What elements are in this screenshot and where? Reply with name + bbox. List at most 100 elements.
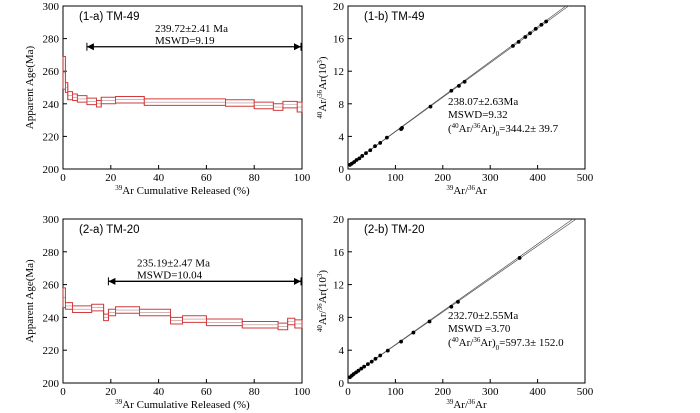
data-point [399, 339, 403, 344]
x-tick-label: 500 [577, 172, 594, 184]
y-tick-label: 8 [339, 312, 345, 324]
plot-frame [347, 218, 586, 384]
y-axis-label: Apparent Age(Ma) [24, 45, 36, 129]
data-point [400, 125, 404, 130]
y-tick-label: 4 [339, 345, 345, 357]
initial-ratio: (40Ar/36Ar)0=597.3± 152.0 [448, 336, 564, 352]
data-point [456, 299, 460, 304]
sample-name: TM-20 [103, 224, 139, 236]
isochron-line-upper [347, 218, 574, 379]
y-tick-label: 200 [43, 378, 60, 390]
y-tick-label: 20 [333, 214, 345, 226]
plateau-arrowhead-left [86, 43, 94, 51]
x-axis-label: 39Ar/36Ar [446, 184, 487, 197]
data-point [516, 39, 521, 44]
x-tick-label: 0 [345, 386, 351, 398]
data-point [457, 83, 461, 88]
data-point [385, 348, 390, 353]
x-axis-label: 39Ar Cumulative Released (%) [115, 398, 250, 411]
panel-label: (2-b) [364, 224, 388, 236]
y-tick-label: 16 [333, 34, 345, 46]
x-tick-label: 500 [577, 386, 594, 398]
data-point [364, 151, 368, 156]
panel-title: (1-b) TM-49 [364, 11, 425, 23]
data-point [362, 364, 367, 369]
data-point [533, 26, 538, 31]
data-point [428, 104, 433, 109]
y-tick-label: 220 [43, 345, 60, 357]
x-tick-label: 300 [482, 172, 499, 184]
y-tick-label: 300 [43, 1, 60, 13]
x-tick-label: 400 [529, 172, 546, 184]
age-step-lower-bound [63, 88, 302, 113]
y-tick-label: 260 [43, 66, 60, 78]
y-axis-label: 40Ar/36Ar(103) [316, 56, 329, 118]
plateau-age: 235.19±2.47 Ma [137, 257, 210, 269]
y-tick-label: 220 [43, 131, 60, 143]
data-point [384, 135, 389, 140]
y-tick-label: 0 [339, 378, 345, 390]
isochron-age: 232.70±2.55Ma [448, 310, 518, 322]
x-axis-label: 39Ar/36Ar [446, 398, 487, 411]
y-tick-label: 300 [43, 214, 60, 226]
x-tick-label: 200 [435, 386, 452, 398]
x-tick-label: 60 [201, 172, 213, 184]
plateau-mswd: MSWD=9.19 [155, 35, 215, 47]
y-tick-label: 260 [43, 280, 60, 292]
sample-name: TM-49 [388, 11, 424, 23]
y-tick-label: 280 [43, 247, 60, 259]
age-step-mean [63, 297, 302, 327]
age-step-upper-bound [63, 287, 302, 324]
isochron-mswd: MSWD =3.70 [448, 323, 511, 335]
x-tick-label: 80 [249, 172, 261, 184]
x-tick-label: 60 [201, 386, 213, 398]
age-step-mean [63, 72, 302, 108]
x-tick-label: 400 [529, 386, 546, 398]
x-tick-label: 20 [105, 172, 117, 184]
data-point [511, 44, 515, 48]
x-tick-label: 20 [105, 386, 117, 398]
data-point [368, 148, 373, 153]
y-tick-label: 20 [333, 1, 345, 13]
x-tick-label: 200 [435, 172, 452, 184]
panel-title: (2-b) TM-20 [364, 224, 425, 236]
x-tick-label: 0 [60, 172, 66, 184]
data-point [366, 362, 370, 367]
plateau-arrowhead-right [294, 277, 301, 285]
data-point [369, 359, 374, 364]
isochron-age: 238.07±2.63Ma [448, 96, 518, 108]
y-tick-label: 240 [43, 99, 60, 111]
panel-title: (2-a) TM-20 [79, 224, 140, 236]
data-point [373, 356, 378, 361]
x-tick-label: 80 [249, 386, 261, 398]
y-axis-label: Apparent Age(Ma) [24, 259, 36, 343]
panel-p2b: 0 100 200 300 400 500 0 4 8 12 16 20 (2-b) TM-20 40Ar… [316, 214, 594, 411]
y-tick-label: 240 [43, 312, 60, 324]
x-tick-label: 0 [60, 386, 66, 398]
age-step-lower-bound [63, 307, 302, 331]
data-point [359, 366, 364, 371]
plot-frame [347, 5, 586, 170]
data-point [373, 144, 377, 149]
y-tick-label: 16 [333, 247, 345, 259]
y-tick-label: 280 [43, 34, 60, 46]
plot-frame [62, 218, 303, 384]
plateau-mswd: MSWD=10.04 [137, 269, 203, 281]
sample-name: TM-20 [388, 224, 424, 236]
x-axis-label: 39Ar Cumulative Released (%) [115, 184, 250, 197]
data-point [449, 304, 454, 309]
initial-ratio: (40Ar/36Ar)0=344.2± 39.7 [448, 122, 559, 138]
panel-label: (1-a) [79, 11, 103, 23]
data-point [357, 156, 362, 161]
data-point [378, 353, 383, 358]
panel-label: (2-a) [79, 224, 103, 236]
data-point [544, 19, 549, 24]
x-tick-label: 0 [345, 172, 351, 184]
y-axis-label: 40Ar/36Ar(103) [316, 270, 329, 332]
y-tick-label: 8 [339, 99, 345, 111]
plateau-arrowhead-left [108, 277, 116, 285]
data-point [360, 154, 365, 158]
data-point [517, 256, 522, 260]
sample-name: TM-49 [103, 11, 139, 23]
